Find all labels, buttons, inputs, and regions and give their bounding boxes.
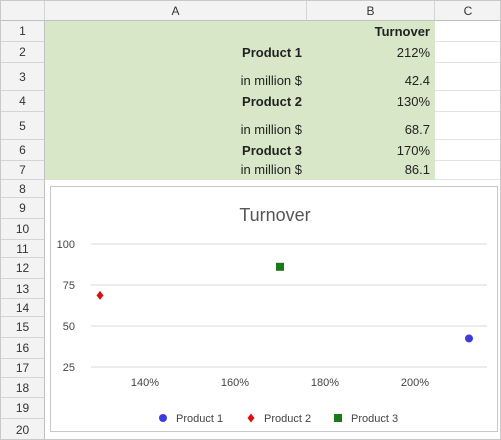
row-header[interactable]: 18 [1,378,45,398]
chart-legend[interactable]: Product 1 Product 2 Product 3 [159,413,398,425]
y-tick-label: 50 [63,321,75,333]
y-tick-label: 100 [57,239,75,251]
cell-b6[interactable]: 170% [307,140,435,161]
chart-y-axis-ticks: 100 75 50 25 [57,239,75,374]
chart-x-axis-ticks: 140% 160% 180% 200% [131,377,429,389]
row-header[interactable]: 1 [1,21,45,42]
row-header[interactable]: 3 [1,63,45,91]
cell-c5[interactable] [435,112,500,140]
row-header[interactable]: 7 [1,161,45,180]
chart-points [96,262,473,343]
scatter-chart-svg: Turnover 100 75 50 25 140% 160% 180% 200% Prod… [57,205,487,425]
row-header[interactable]: 15 [1,317,45,338]
row-header[interactable]: 8 [1,180,45,198]
column-header-c[interactable]: C [435,1,500,21]
row-header[interactable]: 16 [1,338,45,359]
x-tick-label: 180% [311,377,339,389]
cell-b2[interactable]: 212% [307,42,435,63]
chart-gridlines [91,243,487,368]
cell-a3[interactable]: in million $ [45,63,307,91]
column-header-a[interactable]: A [45,1,307,21]
row-header[interactable]: 14 [1,299,45,317]
row-header[interactable]: 11 [1,240,45,258]
row-header[interactable]: 10 [1,219,45,240]
cell-c2[interactable] [435,42,500,63]
row-header[interactable]: 12 [1,258,45,279]
x-tick-label: 140% [131,377,159,389]
cell-c7[interactable] [435,161,500,180]
column-header-b[interactable]: B [307,1,435,21]
legend-label: Product 1 [176,413,223,425]
data-point[interactable] [465,334,473,343]
row-header[interactable]: 13 [1,279,45,299]
y-tick-label: 75 [63,280,75,292]
cell-a1[interactable] [45,21,307,42]
row-header[interactable]: 2 [1,42,45,63]
cell-c3[interactable] [435,63,500,91]
legend-marker[interactable] [334,414,342,422]
cell-c1[interactable] [435,21,500,42]
row-header[interactable]: 6 [1,140,45,161]
row-header[interactable]: 5 [1,112,45,140]
embedded-chart[interactable]: Turnover 100 75 50 25 140% 160% 180% 200% Prod… [50,186,498,432]
legend-marker[interactable] [159,414,167,422]
cell-b7[interactable]: 86.1 [307,161,435,180]
cell-c6[interactable] [435,140,500,161]
cell-b1[interactable]: Turnover [307,21,435,42]
chart-title: Turnover [239,205,310,225]
row-header[interactable]: 20 [1,419,45,439]
cell-c4[interactable] [435,91,500,112]
x-tick-label: 160% [221,377,249,389]
row-header[interactable]: 19 [1,398,45,419]
cell-b5[interactable]: 68.7 [307,112,435,140]
legend-label: Product 3 [351,413,398,425]
x-tick-label: 200% [401,377,429,389]
cell-a5[interactable]: in million $ [45,112,307,140]
legend-label: Product 2 [264,413,311,425]
data-point[interactable] [276,262,284,271]
cell-b3[interactable]: 42.4 [307,63,435,91]
cell-a4[interactable]: Product 2 [45,91,307,112]
cell-a6[interactable]: Product 3 [45,140,307,161]
y-tick-label: 25 [63,362,75,374]
legend-item[interactable]: Product 2 [247,413,312,425]
cell-b4[interactable]: 130% [307,91,435,112]
row-header[interactable]: 9 [1,198,45,219]
row-header[interactable]: 17 [1,359,45,378]
legend-marker[interactable] [247,413,255,423]
cell-a2[interactable]: Product 1 [45,42,307,63]
row-header[interactable]: 4 [1,91,45,112]
select-all-corner[interactable] [1,1,45,21]
legend-item[interactable]: Product 3 [334,413,398,425]
legend-item[interactable]: Product 1 [159,413,223,425]
cell-a7[interactable]: in million $ [45,161,307,180]
data-point[interactable] [96,290,104,300]
